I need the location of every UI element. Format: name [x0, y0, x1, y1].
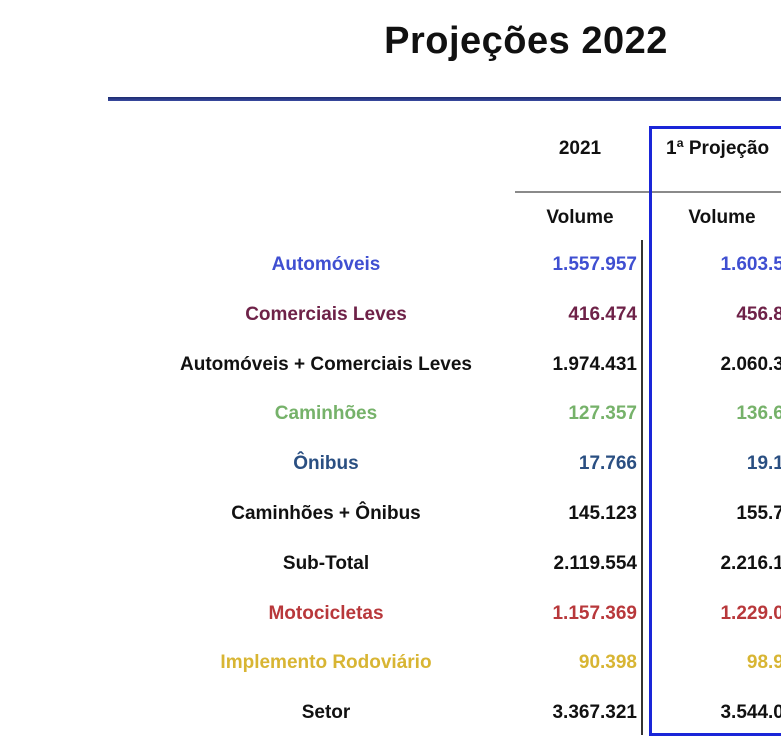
row-value-projection: 155.780	[736, 503, 781, 524]
row-label: Caminhões	[274, 403, 378, 425]
row-value-2021: 2.119.554	[553, 552, 637, 574]
row-value-2021: 1.157.369	[552, 602, 637, 624]
row-label: Automóveis	[271, 254, 381, 275]
table-row: Caminhões 127.357 136.600	[0, 403, 781, 433]
row-value-2021: 145.123	[568, 503, 637, 524]
table-row: Comerciais Leves 416.474 456.825	[0, 304, 781, 334]
header-divider	[515, 191, 781, 193]
column-subheader-volume-projection: Volume	[688, 207, 756, 228]
row-value-projection: 2.060.372	[720, 353, 781, 375]
column-divider	[641, 240, 643, 735]
title-divider	[108, 97, 781, 101]
table-row: Motocicletas 1.157.369 1.229.000	[0, 603, 781, 633]
table-row: Setor 3.367.321 3.544.052	[0, 702, 781, 732]
projection-highlight-box	[649, 126, 781, 736]
table-row: Implemento Rodoviário 90.398 98.900	[0, 652, 781, 682]
row-label: Sub-Total	[282, 552, 370, 574]
row-value-2021: 1.557.957	[552, 254, 637, 275]
row-value-projection: 98.900	[746, 652, 781, 674]
row-value-2021: 90.398	[578, 652, 637, 674]
row-label: Ônibus	[293, 453, 359, 475]
column-header-projection: 1ª Projeção	[666, 138, 770, 159]
row-value-projection: 3.544.052	[720, 702, 781, 724]
row-value-2021: 3.367.321	[552, 702, 637, 724]
row-value-projection: 456.825	[736, 303, 781, 325]
row-label: Comerciais Leves	[245, 303, 407, 325]
row-label: Implemento Rodoviário	[220, 652, 432, 674]
row-value-2021: 127.357	[568, 403, 637, 425]
column-header-2021: 2021	[558, 138, 602, 159]
row-value-projection: 1.603.547	[720, 254, 781, 275]
row-value-projection: 19.180	[746, 453, 781, 475]
table-row: Automóveis + Comerciais Leves 1.974.431 2.…	[0, 354, 781, 384]
row-value-2021: 1.974.431	[552, 353, 637, 375]
row-value-2021: 416.474	[568, 303, 637, 325]
column-subheader-volume-2021: Volume	[546, 207, 614, 228]
row-value-2021: 17.766	[578, 453, 637, 475]
row-label: Setor	[301, 702, 351, 724]
row-value-projection: 136.600	[736, 403, 781, 425]
row-label: Caminhões + Ônibus	[231, 503, 421, 524]
page-title: Projeções 2022	[384, 20, 668, 62]
row-value-projection: 2.216.152	[720, 552, 781, 574]
table-row: Automóveis 1.557.957 1.603.547	[0, 254, 781, 284]
table-row: Sub-Total 2.119.554 2.216.152	[0, 553, 781, 583]
table-row: Ônibus 17.766 19.180	[0, 453, 781, 483]
row-label: Motocicletas	[268, 602, 384, 624]
row-label: Automóveis + Comerciais Leves	[180, 353, 472, 375]
row-value-projection: 1.229.000	[720, 602, 781, 624]
table-row: Caminhões + Ônibus 145.123 155.780	[0, 503, 781, 533]
